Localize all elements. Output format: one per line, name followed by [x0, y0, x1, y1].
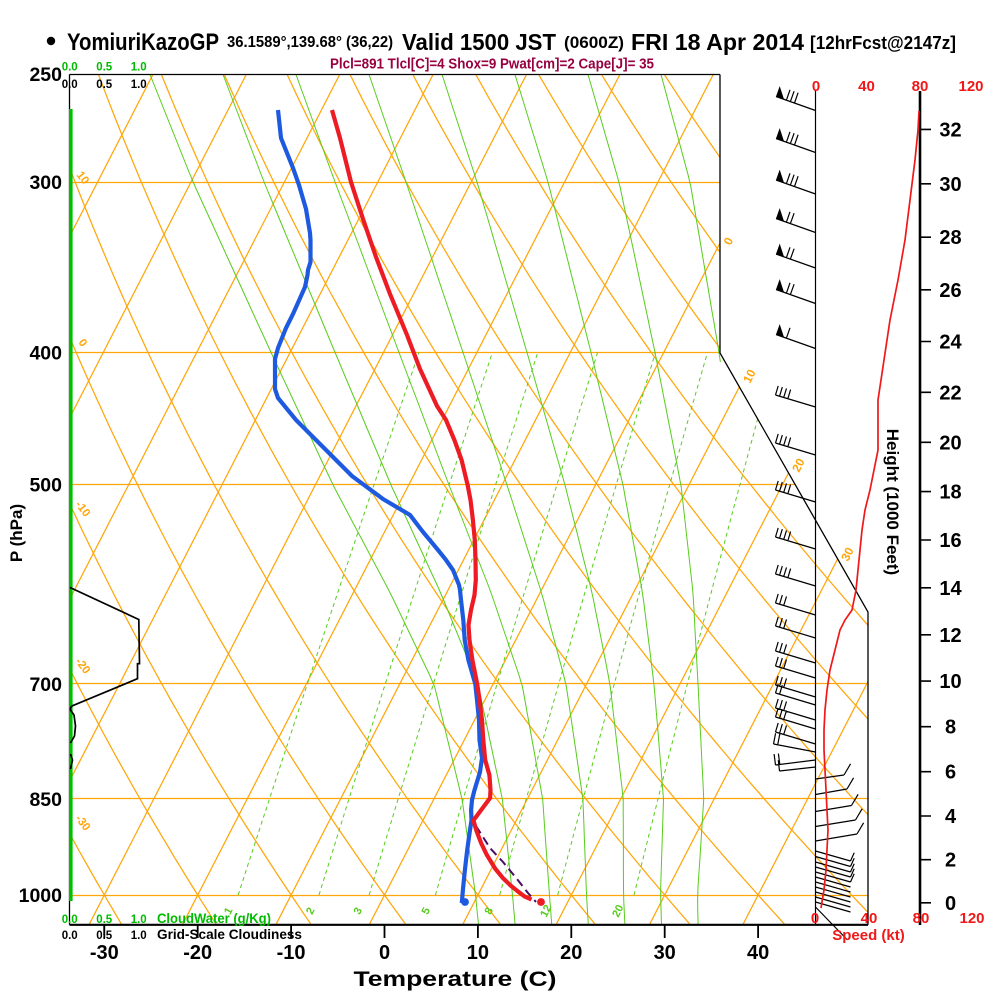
svg-text:10: 10 [939, 671, 961, 693]
svg-text:24: 24 [939, 332, 962, 354]
svg-text:0.0: 0.0 [62, 930, 78, 942]
svg-text:0.0: 0.0 [62, 79, 78, 91]
svg-text:700: 700 [29, 674, 62, 696]
svg-text:(0600Z): (0600Z) [564, 33, 624, 52]
svg-text:40: 40 [858, 78, 875, 95]
svg-text:500: 500 [29, 475, 62, 497]
svg-text:YomiuriKazoGP: YomiuriKazoGP [67, 29, 219, 56]
svg-text:20: 20 [789, 456, 808, 475]
svg-text:0.0: 0.0 [62, 914, 78, 926]
svg-text:1.0: 1.0 [131, 79, 147, 91]
svg-text:18: 18 [939, 482, 961, 504]
svg-text:6: 6 [945, 762, 956, 784]
svg-text:120: 120 [959, 910, 984, 927]
svg-text:0: 0 [945, 893, 956, 915]
svg-text:3: 3 [352, 906, 365, 917]
svg-text:4: 4 [945, 806, 957, 828]
svg-text:-10: -10 [277, 942, 306, 964]
svg-text:14: 14 [939, 578, 962, 600]
svg-text:40: 40 [747, 942, 769, 964]
svg-text:1.0: 1.0 [131, 930, 147, 942]
svg-text:0: 0 [811, 910, 819, 927]
svg-text:10: 10 [467, 942, 489, 964]
svg-text:300: 300 [29, 172, 62, 194]
svg-text:1.0: 1.0 [131, 914, 147, 926]
svg-text:1: 1 [222, 906, 235, 917]
svg-text:0.5: 0.5 [96, 62, 113, 74]
svg-text:0.5: 0.5 [96, 79, 113, 91]
svg-text:Temperature (C): Temperature (C) [354, 968, 557, 991]
svg-text:28: 28 [939, 227, 961, 249]
svg-text:12: 12 [538, 903, 554, 919]
svg-text:12: 12 [939, 625, 961, 647]
svg-text:Grid-Scale Cloudiness: Grid-Scale Cloudiness [157, 927, 302, 942]
svg-text:1.0: 1.0 [131, 62, 147, 74]
svg-text:Plcl=891 Tlcl[C]=4 Shox=9 Pwat: Plcl=891 Tlcl[C]=4 Shox=9 Pwat[cm]=2 Cap… [330, 57, 654, 73]
svg-text:Speed (kt): Speed (kt) [832, 927, 905, 944]
svg-text:30: 30 [838, 545, 857, 564]
svg-text:CloudWater (g/Kg): CloudWater (g/Kg) [157, 911, 271, 926]
svg-text:850: 850 [29, 789, 62, 811]
svg-text:400: 400 [29, 342, 62, 364]
svg-text:250: 250 [29, 64, 62, 86]
svg-text:20: 20 [560, 942, 582, 964]
svg-text:-20: -20 [183, 942, 212, 964]
svg-text:0: 0 [379, 942, 390, 964]
svg-text:30: 30 [939, 174, 961, 196]
svg-text:2: 2 [945, 850, 956, 872]
svg-text:0.5: 0.5 [96, 914, 113, 926]
svg-text:22: 22 [939, 382, 961, 404]
svg-text:20: 20 [610, 903, 626, 919]
svg-text:8: 8 [945, 717, 956, 739]
svg-text:[12hrFcst@2147z]: [12hrFcst@2147z] [810, 33, 956, 53]
svg-text:36.1589°,139.68° (36,22): 36.1589°,139.68° (36,22) [227, 34, 393, 51]
svg-text:80: 80 [912, 78, 929, 95]
svg-text:80: 80 [913, 910, 930, 927]
svg-text:10: 10 [740, 367, 759, 386]
svg-text:0.0: 0.0 [62, 62, 78, 74]
svg-text:0.5: 0.5 [96, 930, 113, 942]
svg-text:32: 32 [939, 119, 961, 141]
svg-text:40: 40 [861, 910, 878, 927]
svg-text:2: 2 [304, 906, 317, 917]
svg-text:8: 8 [483, 906, 496, 917]
svg-text:FRI 18 Apr 2014: FRI 18 Apr 2014 [631, 29, 804, 55]
svg-text:Valid 1500 JST: Valid 1500 JST [402, 29, 556, 55]
svg-text:5: 5 [420, 906, 433, 917]
svg-text:Height (1000 Feet): Height (1000 Feet) [883, 429, 902, 575]
svg-text:30: 30 [654, 942, 676, 964]
svg-text:20: 20 [939, 432, 961, 454]
svg-text:16: 16 [939, 530, 961, 552]
svg-text:0: 0 [812, 78, 820, 95]
svg-text:P (hPa): P (hPa) [7, 504, 26, 562]
svg-text:120: 120 [958, 78, 983, 95]
svg-text:1000: 1000 [19, 885, 63, 907]
svg-text:26: 26 [939, 280, 961, 302]
svg-text:-30: -30 [90, 942, 119, 964]
